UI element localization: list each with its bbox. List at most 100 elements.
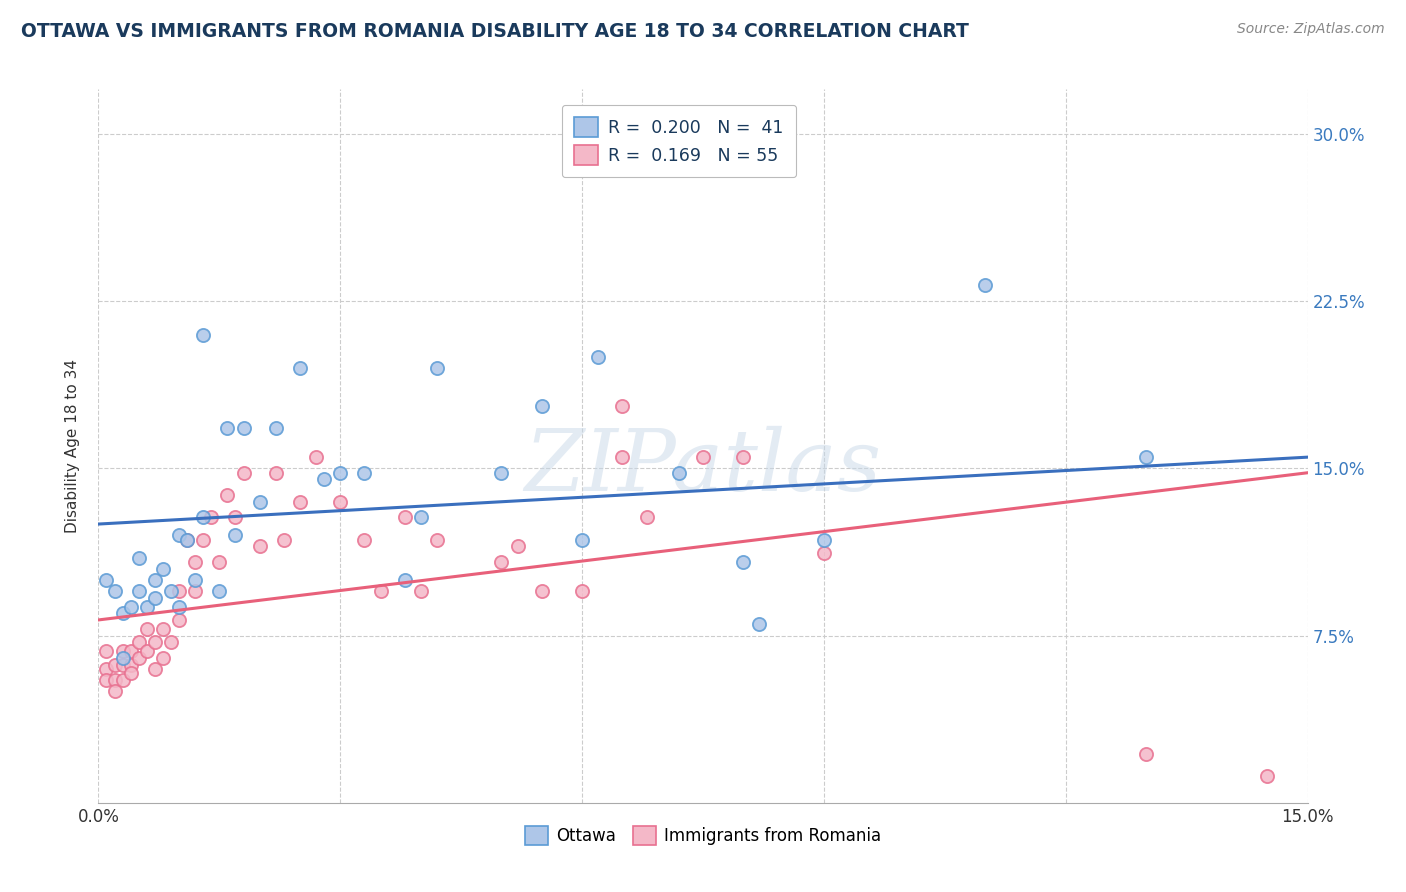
- Point: [530, 399, 553, 413]
- Point: [193, 510, 215, 524]
- Point: [184, 555, 207, 569]
- Point: [143, 662, 166, 676]
- Text: Source: ZipAtlas.com: Source: ZipAtlas.com: [1237, 22, 1385, 37]
- Point: [111, 673, 134, 687]
- Point: [135, 622, 157, 636]
- Point: [232, 421, 254, 435]
- Point: [974, 278, 997, 293]
- Point: [167, 583, 190, 598]
- Text: OTTAWA VS IMMIGRANTS FROM ROMANIA DISABILITY AGE 18 TO 34 CORRELATION CHART: OTTAWA VS IMMIGRANTS FROM ROMANIA DISABI…: [21, 22, 969, 41]
- Text: ZIPatlas: ZIPatlas: [524, 426, 882, 508]
- Point: [128, 583, 150, 598]
- Point: [193, 327, 215, 342]
- Point: [733, 450, 755, 464]
- Point: [668, 466, 690, 480]
- Point: [217, 488, 239, 502]
- Point: [152, 651, 174, 665]
- Point: [167, 528, 190, 542]
- Point: [586, 350, 609, 364]
- Point: [813, 533, 835, 547]
- Point: [143, 635, 166, 649]
- Point: [167, 613, 190, 627]
- Point: [143, 573, 166, 587]
- Point: [96, 662, 118, 676]
- Point: [217, 421, 239, 435]
- Point: [1135, 450, 1157, 464]
- Point: [135, 599, 157, 614]
- Point: [184, 583, 207, 598]
- Point: [1256, 769, 1278, 783]
- Point: [128, 550, 150, 565]
- Point: [120, 666, 142, 681]
- Point: [193, 533, 215, 547]
- Point: [135, 644, 157, 658]
- Point: [120, 657, 142, 672]
- Point: [288, 494, 311, 508]
- Point: [329, 494, 352, 508]
- Point: [1135, 747, 1157, 761]
- Point: [200, 510, 222, 524]
- Point: [491, 555, 513, 569]
- Point: [288, 360, 311, 375]
- Point: [409, 583, 432, 598]
- Legend: Ottawa, Immigrants from Romania: Ottawa, Immigrants from Romania: [517, 819, 889, 852]
- Point: [370, 583, 392, 598]
- Point: [636, 510, 658, 524]
- Point: [103, 673, 125, 687]
- Point: [184, 573, 207, 587]
- Point: [96, 644, 118, 658]
- Point: [264, 466, 287, 480]
- Y-axis label: Disability Age 18 to 34: Disability Age 18 to 34: [65, 359, 80, 533]
- Point: [224, 528, 246, 542]
- Point: [264, 421, 287, 435]
- Point: [224, 510, 246, 524]
- Point: [571, 583, 593, 598]
- Point: [111, 644, 134, 658]
- Point: [353, 533, 375, 547]
- Point: [571, 533, 593, 547]
- Point: [314, 473, 336, 487]
- Point: [111, 651, 134, 665]
- Point: [111, 657, 134, 672]
- Point: [160, 635, 183, 649]
- Point: [491, 466, 513, 480]
- Point: [506, 539, 529, 553]
- Point: [208, 583, 231, 598]
- Point: [96, 573, 118, 587]
- Point: [103, 684, 125, 698]
- Point: [120, 599, 142, 614]
- Point: [612, 450, 634, 464]
- Point: [103, 583, 125, 598]
- Point: [692, 450, 714, 464]
- Point: [426, 533, 449, 547]
- Point: [273, 533, 295, 547]
- Point: [232, 466, 254, 480]
- Point: [394, 573, 416, 587]
- Point: [152, 562, 174, 576]
- Point: [176, 533, 198, 547]
- Point: [176, 533, 198, 547]
- Point: [426, 360, 449, 375]
- Point: [96, 673, 118, 687]
- Point: [813, 546, 835, 560]
- Point: [152, 622, 174, 636]
- Point: [394, 510, 416, 524]
- Point: [353, 466, 375, 480]
- Point: [748, 617, 770, 632]
- Point: [409, 510, 432, 524]
- Point: [249, 539, 271, 553]
- Point: [143, 591, 166, 605]
- Point: [249, 494, 271, 508]
- Point: [160, 583, 183, 598]
- Point: [612, 399, 634, 413]
- Point: [208, 555, 231, 569]
- Point: [530, 583, 553, 598]
- Point: [120, 644, 142, 658]
- Point: [128, 651, 150, 665]
- Point: [128, 635, 150, 649]
- Point: [103, 657, 125, 672]
- Point: [111, 607, 134, 621]
- Point: [167, 599, 190, 614]
- Point: [733, 555, 755, 569]
- Point: [329, 466, 352, 480]
